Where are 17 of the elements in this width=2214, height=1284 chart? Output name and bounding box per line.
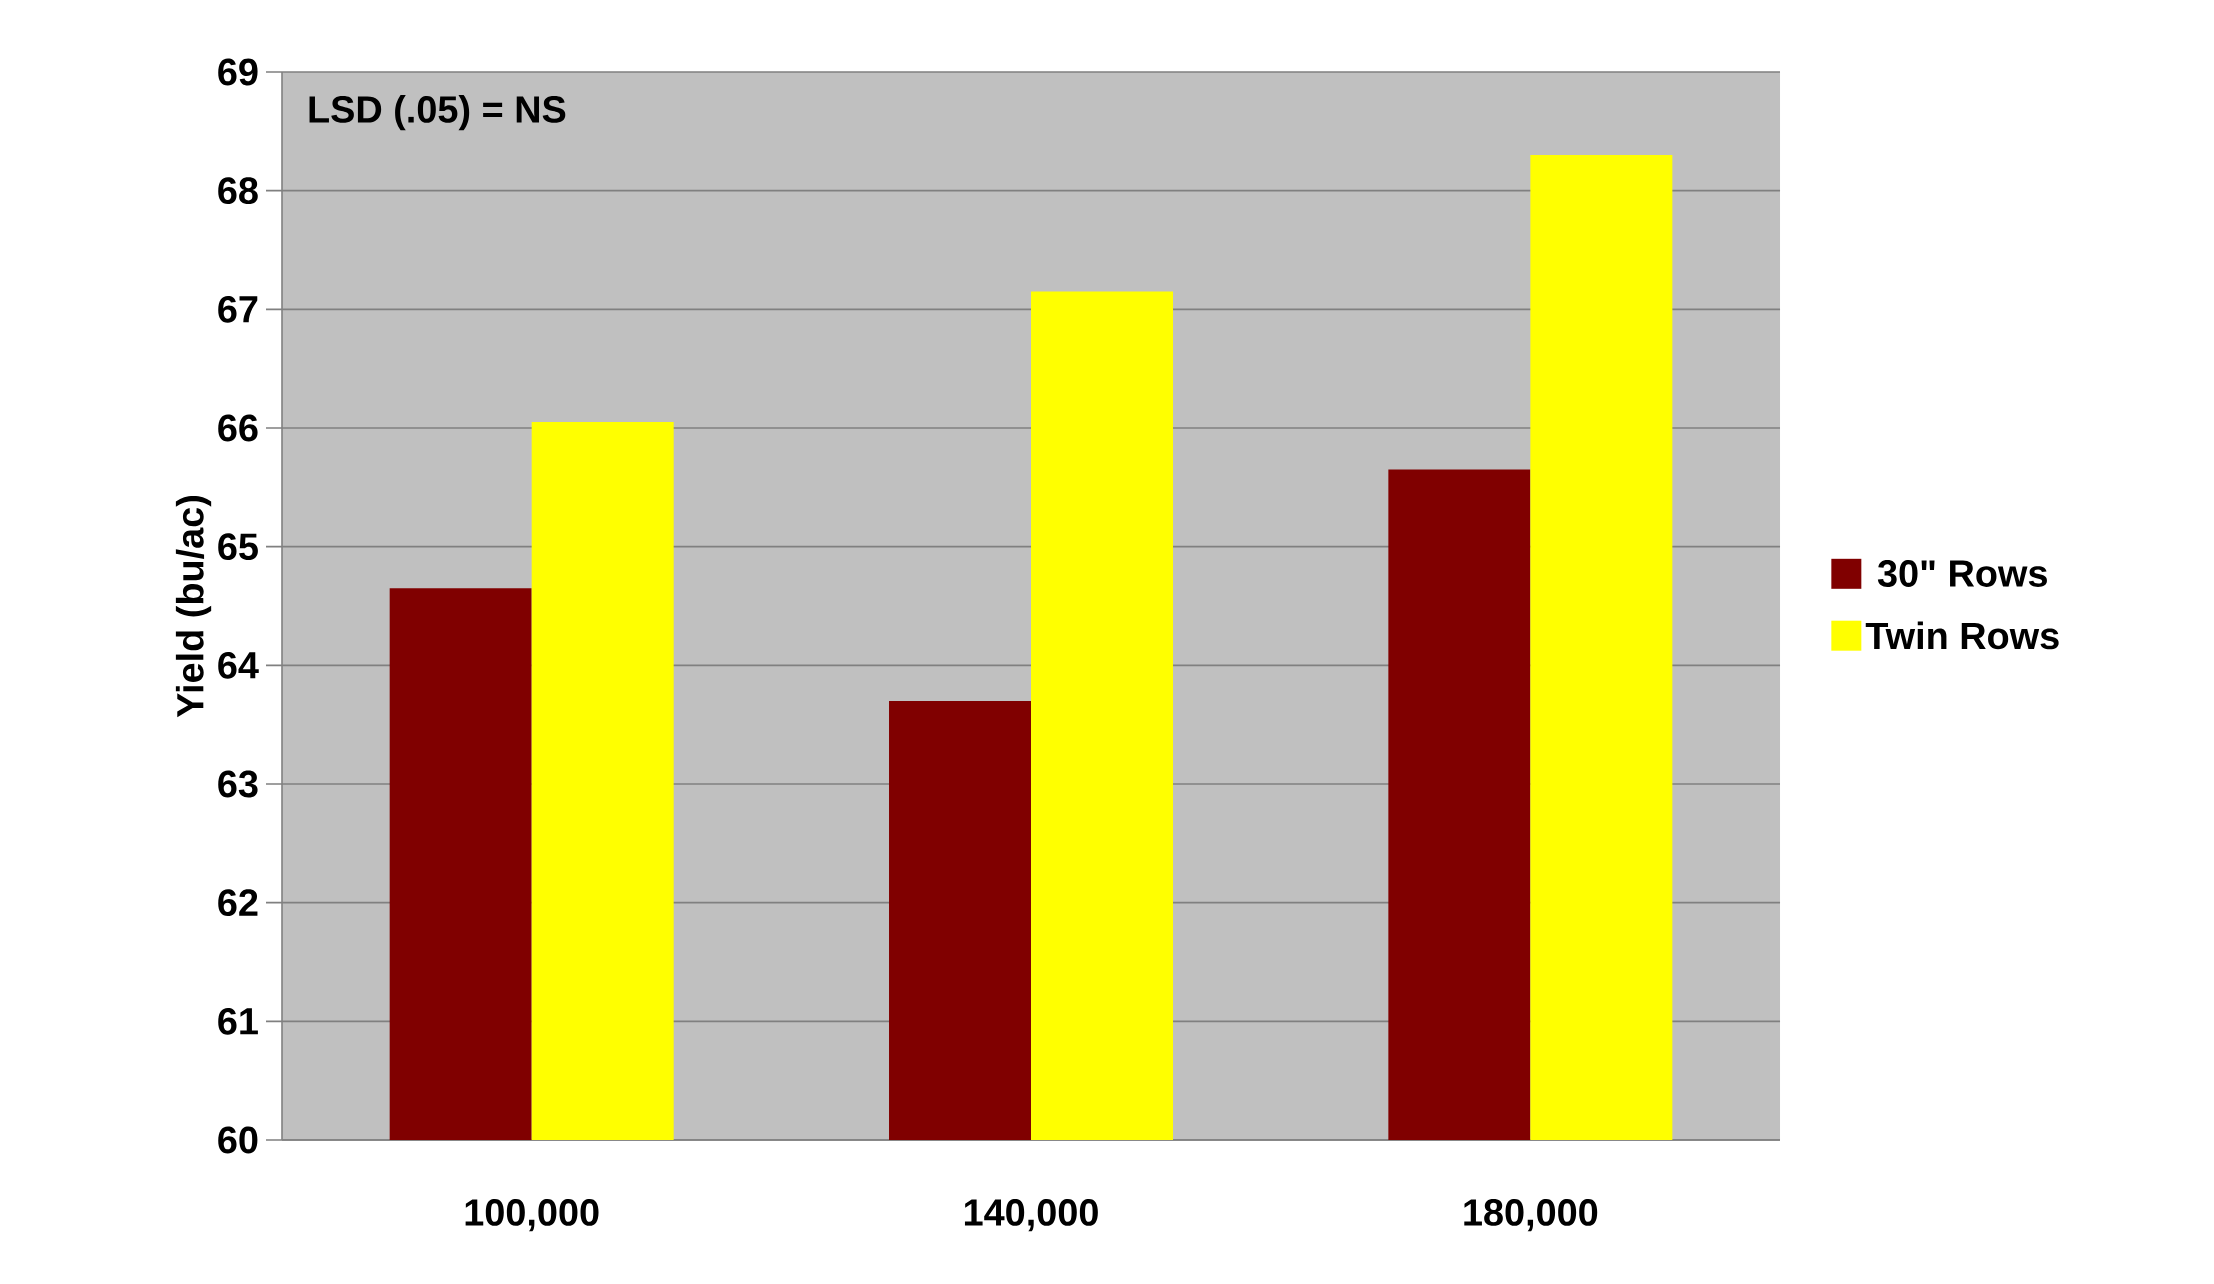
x-tick-label: 100,000 — [465, 1199, 599, 1232]
x-tick-label: 180,000 — [1464, 1199, 1598, 1232]
y-tick-label: 69 — [218, 58, 258, 86]
x-tick-label: 140,000 — [964, 1199, 1098, 1232]
y-tick-label: 61 — [218, 1007, 258, 1035]
legend-label: 30" Rows — [1877, 560, 2047, 587]
y-tick-label: 62 — [218, 889, 258, 917]
y-tick-label: 63 — [218, 770, 258, 798]
annotation: LSD (.05) = NS — [309, 95, 566, 131]
y-tick-label: 64 — [218, 651, 259, 679]
y-axis-title: Yield (bu/ac) — [175, 496, 212, 718]
y-tick-label: 67 — [218, 295, 258, 323]
y-tick-label: 60 — [218, 1126, 258, 1154]
y-tick-label: 66 — [218, 414, 258, 442]
y-tick-label: 65 — [218, 533, 258, 561]
legend-label: Twin Rows — [1865, 621, 2059, 650]
y-tick-label: 68 — [218, 177, 258, 205]
